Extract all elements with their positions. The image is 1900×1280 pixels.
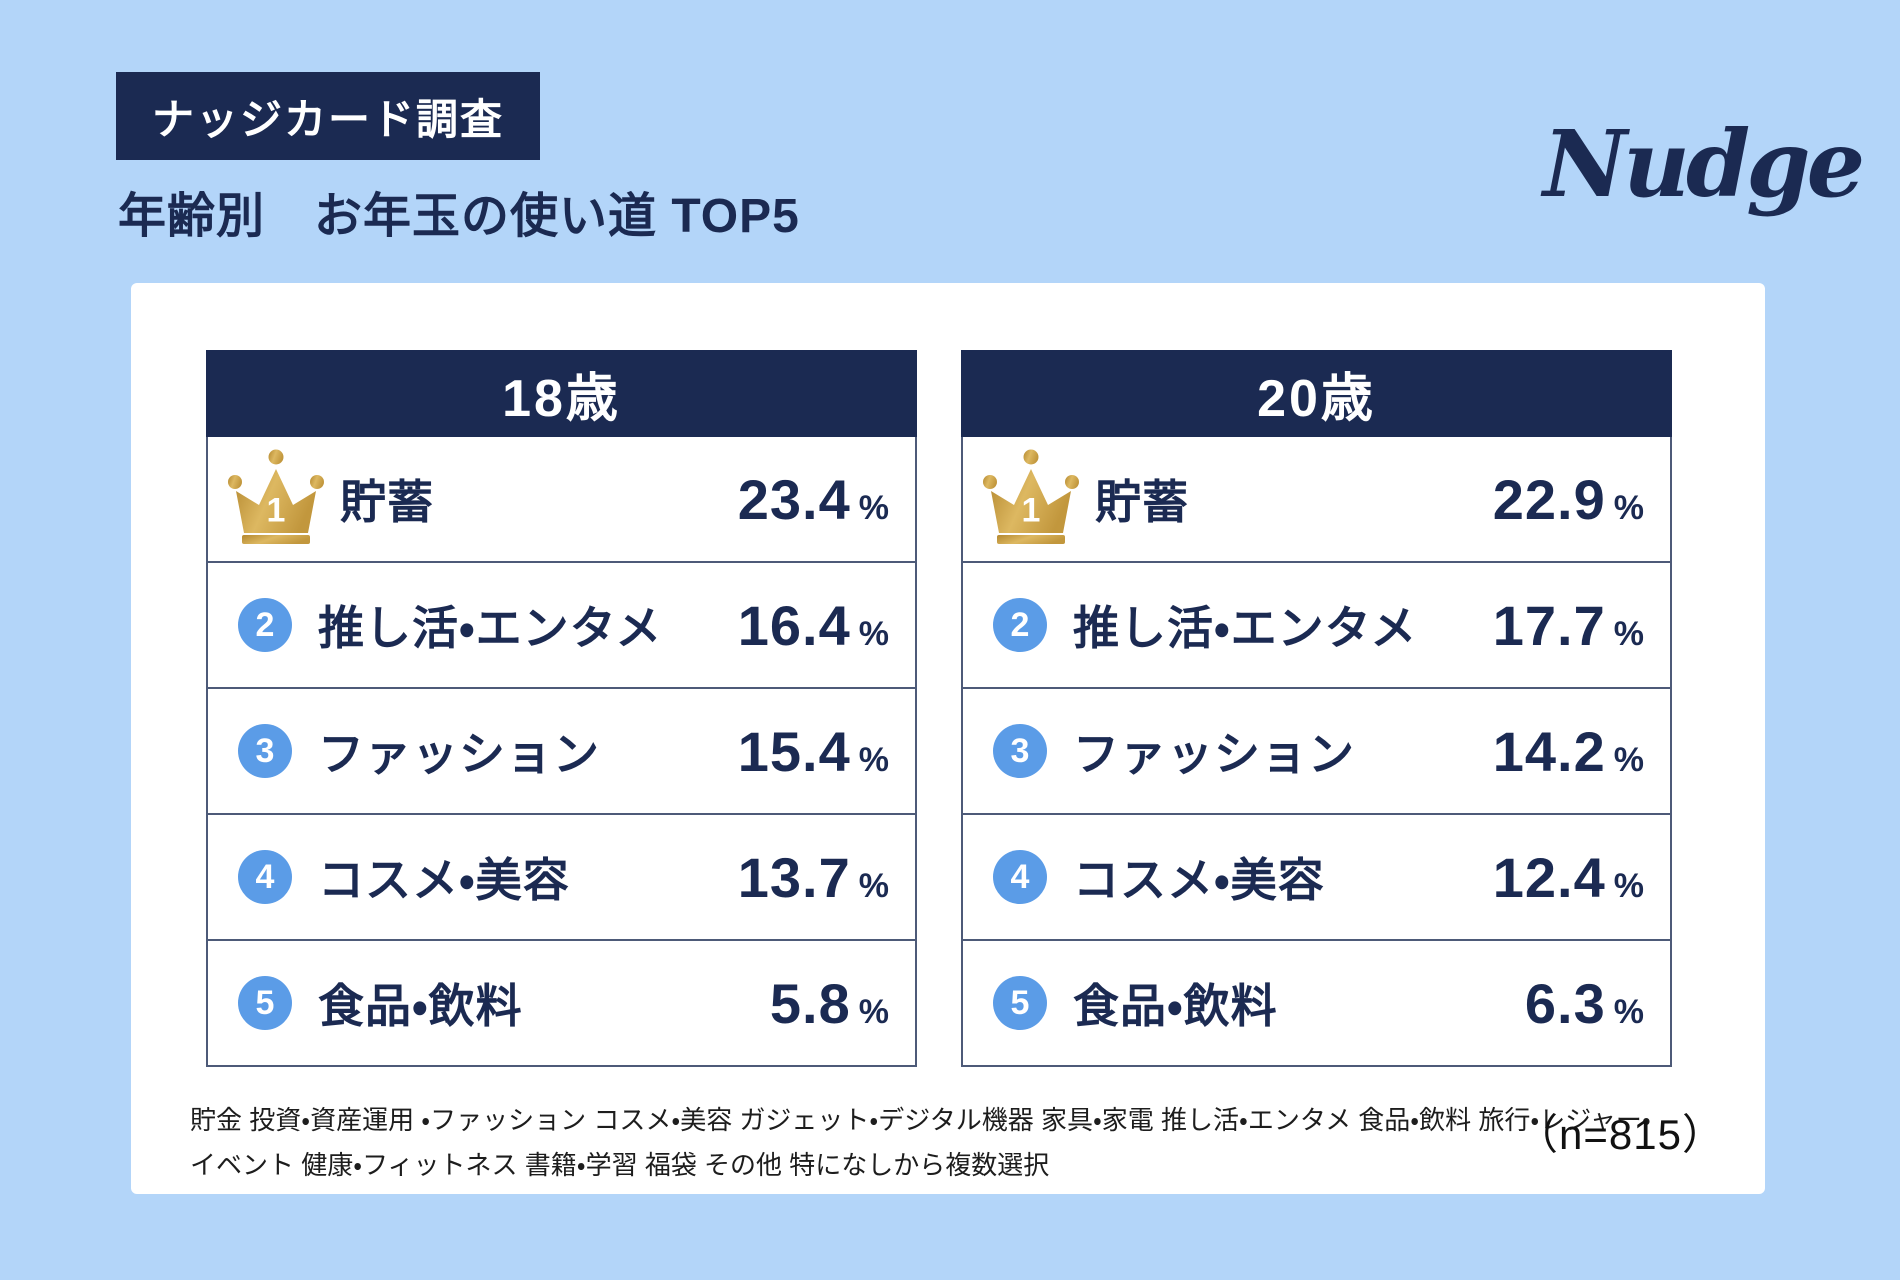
value-number: 15.4	[737, 719, 851, 783]
item-label: 貯蓄	[1095, 476, 1189, 528]
crown-rank-1-icon: 1	[981, 447, 1081, 551]
table-row: 3 ファッション 14.2 %	[963, 689, 1670, 815]
value-number: 17.7	[1492, 593, 1606, 657]
value-number: 16.4	[737, 593, 851, 657]
item-value: 17.7 %	[1493, 593, 1644, 658]
crown-icon	[983, 449, 1079, 544]
item-label: コスメ・美容	[1073, 854, 1325, 906]
percent-unit: %	[1613, 992, 1644, 1031]
item-value: 13.7 %	[738, 845, 889, 910]
rank-badge: 3	[238, 724, 292, 778]
table-header-18: 18歳	[206, 350, 917, 437]
ranking-table-20: 20歳 1 貯蓄 22.9	[961, 350, 1672, 1067]
item-value: 14.2 %	[1493, 719, 1644, 784]
table-row: 2 推し活・エンタメ 17.7 %	[963, 563, 1670, 689]
rank-number: 1	[1021, 491, 1041, 530]
table-row: 2 推し活・エンタメ 16.4 %	[208, 563, 915, 689]
item-label: 推し活・エンタメ	[318, 602, 663, 654]
table-row: 4 コスメ・美容 13.7 %	[208, 815, 915, 941]
table-row: 3 ファッション 15.4 %	[208, 689, 915, 815]
content-card: 18歳 1 貯蓄 23.4	[131, 283, 1765, 1194]
survey-badge-label: ナッジカード調査	[152, 95, 505, 143]
value-number: 12.4	[1492, 845, 1606, 909]
note-line-1: 貯金 投資・資産運用 ・ファッション コスメ・美容 ガジェット・デジタル機器 家…	[190, 1105, 1651, 1135]
survey-badge: ナッジカード調査	[116, 72, 541, 160]
item-value: 12.4 %	[1493, 845, 1644, 910]
crown-icon	[228, 449, 324, 544]
page-title: 年齢別 お年玉の使い道 TOP5	[118, 190, 800, 243]
item-label: 食品・飲料	[1073, 980, 1278, 1032]
item-label: 食品・飲料	[318, 980, 523, 1032]
percent-unit: %	[858, 866, 889, 905]
table-body-20: 1 貯蓄 22.9 % 2 推し活・エンタメ 17.7 %	[961, 437, 1672, 1067]
rank-badge: 4	[238, 850, 292, 904]
percent-unit: %	[1613, 740, 1644, 779]
table-row: 1 貯蓄 22.9 %	[963, 437, 1670, 563]
crown-rank-1-icon: 1	[226, 447, 326, 551]
value-number: 6.3	[1524, 971, 1606, 1035]
table-header-20: 20歳	[961, 350, 1672, 437]
item-value: 15.4 %	[738, 719, 889, 784]
rank-badge: 4	[993, 850, 1047, 904]
sample-size-label: （n=815）	[1516, 1111, 1725, 1158]
item-value: 22.9 %	[1493, 467, 1644, 532]
table-row: 5 食品・飲料 5.8 %	[208, 941, 915, 1065]
value-number: 14.2	[1492, 719, 1606, 783]
table-row: 5 食品・飲料 6.3 %	[963, 941, 1670, 1065]
ranking-table-18: 18歳 1 貯蓄 23.4	[206, 350, 917, 1067]
rank-badge: 3	[993, 724, 1047, 778]
item-value: 23.4 %	[738, 467, 889, 532]
item-label: ファッション	[1073, 728, 1355, 780]
nudge-logo-text: Nudge	[1540, 110, 1862, 218]
survey-options-note: 貯金 投資・資産運用 ・ファッション コスメ・美容 ガジェット・デジタル機器 家…	[190, 1098, 1651, 1188]
item-value: 5.8 %	[770, 971, 889, 1036]
item-label: コスメ・美容	[318, 854, 570, 906]
percent-unit: %	[1613, 488, 1644, 527]
value-number: 23.4	[737, 467, 851, 531]
value-number: 13.7	[737, 845, 851, 909]
percent-unit: %	[1613, 614, 1644, 653]
rank-badge: 5	[993, 976, 1047, 1030]
item-value: 6.3 %	[1525, 971, 1644, 1036]
value-number: 22.9	[1492, 467, 1606, 531]
table-row: 4 コスメ・美容 12.4 %	[963, 815, 1670, 941]
item-label: 貯蓄	[340, 476, 434, 528]
item-label: 推し活・エンタメ	[1073, 602, 1418, 654]
percent-unit: %	[858, 740, 889, 779]
rank-badge: 2	[993, 598, 1047, 652]
percent-unit: %	[858, 488, 889, 527]
percent-unit: %	[858, 614, 889, 653]
table-body-18: 1 貯蓄 23.4 % 2 推し活・エンタメ 16.4 %	[206, 437, 917, 1067]
table-row: 1 貯蓄 23.4 %	[208, 437, 915, 563]
value-number: 5.8	[769, 971, 851, 1035]
item-value: 16.4 %	[738, 593, 889, 658]
nudge-logo: Nudge	[1540, 110, 1865, 218]
percent-unit: %	[1613, 866, 1644, 905]
rank-badge: 2	[238, 598, 292, 652]
rank-badge: 5	[238, 976, 292, 1030]
item-label: ファッション	[318, 728, 600, 780]
note-line-2: イベント 健康・フィットネス 書籍・学習 福袋 その他 特になしから複数選択	[190, 1150, 1050, 1180]
rank-number: 1	[266, 491, 286, 530]
percent-unit: %	[858, 992, 889, 1031]
